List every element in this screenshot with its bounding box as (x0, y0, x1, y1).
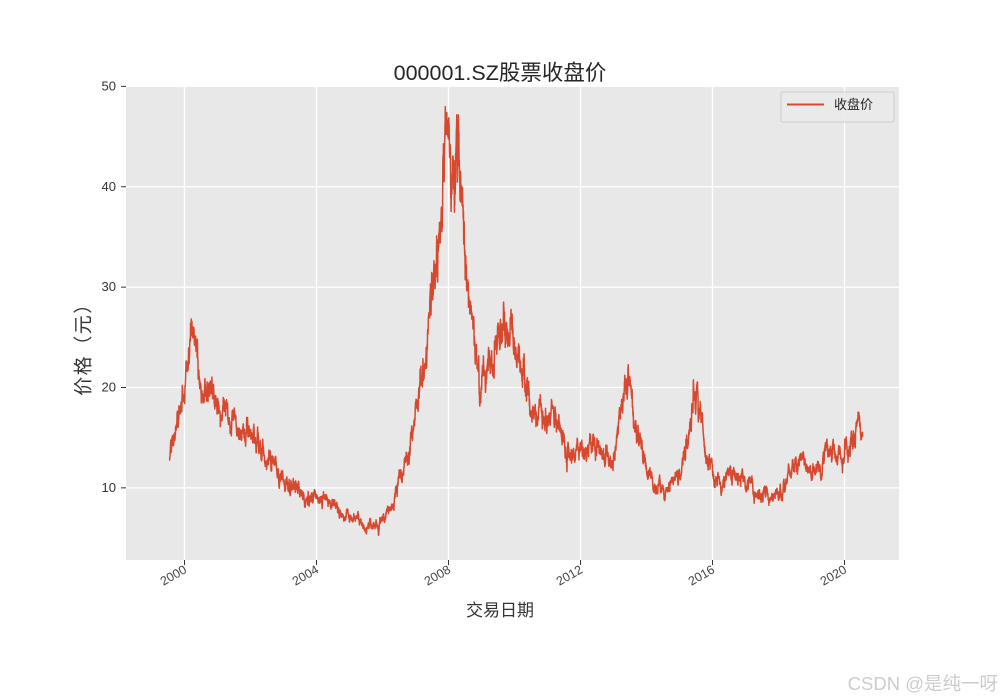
svg-text:收盘价: 收盘价 (834, 97, 873, 112)
svg-text:2016: 2016 (686, 562, 717, 588)
svg-text:30: 30 (102, 279, 116, 294)
svg-text:10: 10 (102, 480, 116, 495)
svg-text:2000: 2000 (158, 562, 189, 588)
svg-text:2004: 2004 (290, 562, 321, 588)
svg-text:2012: 2012 (554, 562, 585, 588)
svg-text:40: 40 (102, 179, 116, 194)
svg-text:20: 20 (102, 379, 116, 394)
svg-text:2020: 2020 (818, 562, 849, 588)
svg-text:50: 50 (102, 78, 116, 93)
svg-text:2008: 2008 (422, 562, 453, 588)
